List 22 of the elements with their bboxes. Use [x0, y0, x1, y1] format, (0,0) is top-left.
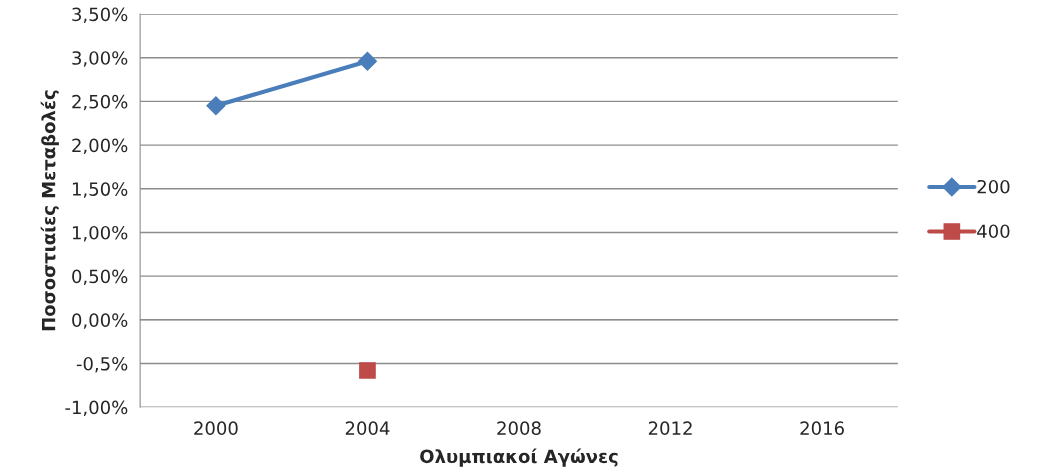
y-tick-label: 0,00%: [72, 313, 128, 329]
y-tick-label: 2,50%: [72, 94, 128, 111]
y-tick-label: 0,50%: [72, 269, 128, 286]
point: [206, 96, 226, 116]
x-tick-label: 2012: [648, 421, 692, 436]
y-axis-title: Ποσοστιαίες Μεταβολές: [40, 90, 59, 331]
legend-label: 200: [977, 179, 1010, 194]
y-tick-label: 3,00%: [72, 51, 128, 67]
x-tick-label: 2008: [497, 421, 541, 436]
y-tick-label: 2,00%: [72, 138, 128, 155]
point: [357, 51, 377, 71]
legend-label: 400: [977, 224, 1010, 239]
x-tick-label: 2016: [800, 421, 844, 436]
y-tick-label: -1,00%: [65, 400, 128, 417]
x-tick-label: 2000: [194, 421, 238, 436]
point: [359, 362, 376, 379]
y-tick-label: 1,00%: [72, 225, 128, 242]
y-tick-label: -0,5%: [76, 356, 128, 373]
y-tick-label: 1,50%: [72, 182, 128, 198]
x-axis-title: Ολυμπιακοί Αγώνες: [420, 448, 618, 467]
x-tick-label: 2004: [345, 421, 390, 436]
y-tick-label: 3,50%: [72, 7, 128, 23]
